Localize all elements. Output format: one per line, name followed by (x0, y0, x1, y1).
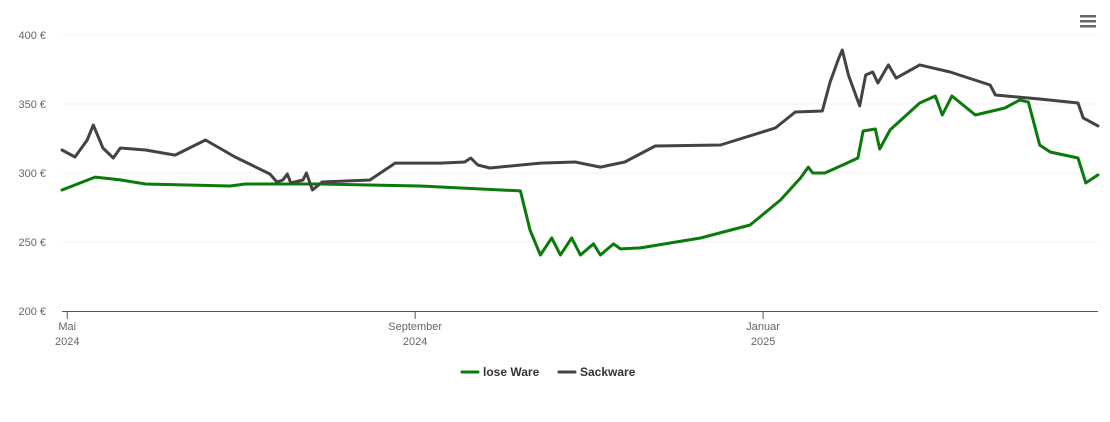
menu-button[interactable] (1080, 15, 1096, 28)
x-tick-label: Januar (746, 321, 780, 333)
y-tick-label: 350 € (18, 99, 46, 111)
legend: lose Ware Sackware (460, 365, 636, 379)
legend-label: Sackware (580, 365, 636, 379)
x-tick-label: Mai (58, 321, 76, 333)
legend-label: lose Ware (483, 365, 540, 379)
menu-bar (1080, 15, 1096, 18)
series-line (60, 48, 1100, 192)
menu-bar (1080, 25, 1096, 28)
y-tick-label: 300 € (18, 168, 46, 180)
menu-bar (1080, 20, 1096, 23)
legend-item[interactable]: lose Ware (460, 365, 540, 379)
series-line (60, 94, 1100, 257)
y-tick-label: 200 € (18, 306, 46, 318)
legend-item[interactable]: Sackware (557, 365, 636, 379)
x-tick-sublabel: 2025 (751, 336, 775, 348)
y-tick-label: 250 € (18, 237, 46, 249)
y-tick-label: 400 € (18, 30, 46, 42)
x-tick-label: September (388, 321, 442, 333)
x-tick-sublabel: 2024 (55, 336, 79, 348)
x-tick-sublabel: 2024 (403, 336, 427, 348)
